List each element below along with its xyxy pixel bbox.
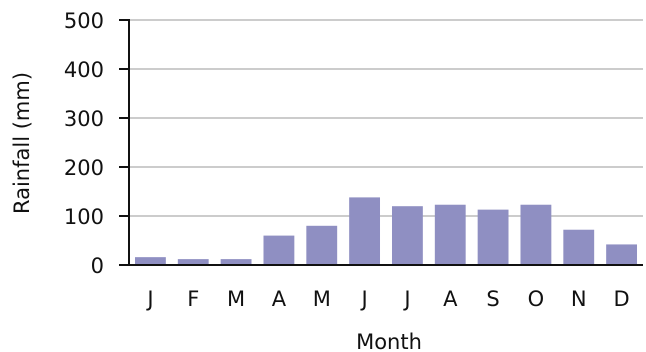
- x-tick-label: M: [313, 287, 331, 311]
- x-tick-label: N: [571, 287, 587, 311]
- x-tick-label: F: [187, 287, 199, 311]
- bar: [263, 235, 295, 265]
- bar: [177, 259, 209, 265]
- x-tick-label: M: [227, 287, 245, 311]
- bar: [563, 229, 595, 265]
- x-tick-label: A: [443, 287, 458, 311]
- x-tick-label: A: [272, 287, 287, 311]
- bar: [391, 206, 423, 265]
- x-tick-label: J: [402, 287, 410, 311]
- bar: [434, 204, 466, 265]
- bar: [134, 257, 166, 265]
- x-tick-label: J: [145, 287, 153, 311]
- y-tick-label: 0: [91, 254, 104, 278]
- bar: [520, 204, 552, 265]
- bar: [606, 244, 638, 265]
- x-axis-title: Month: [356, 330, 422, 352]
- bar: [349, 197, 381, 265]
- y-axis-title: Rainfall (mm): [10, 72, 34, 214]
- gridlines: [129, 19, 643, 217]
- bar: [220, 259, 252, 265]
- bars: [134, 197, 638, 265]
- bar: [477, 209, 509, 265]
- x-tick-label: D: [613, 287, 629, 311]
- y-tick-labels: 0 100 200 300 400 500: [64, 9, 104, 278]
- y-tick-label: 200: [64, 156, 104, 180]
- x-tick-label: O: [528, 287, 545, 311]
- axes: [119, 19, 643, 266]
- y-tick-label: 300: [64, 107, 104, 131]
- y-tick-label: 500: [64, 9, 104, 33]
- x-tick-label: J: [359, 287, 367, 311]
- x-tick-label: S: [486, 287, 499, 311]
- bar: [306, 225, 338, 265]
- y-tick-label: 400: [64, 58, 104, 82]
- y-tick-label: 100: [64, 205, 104, 229]
